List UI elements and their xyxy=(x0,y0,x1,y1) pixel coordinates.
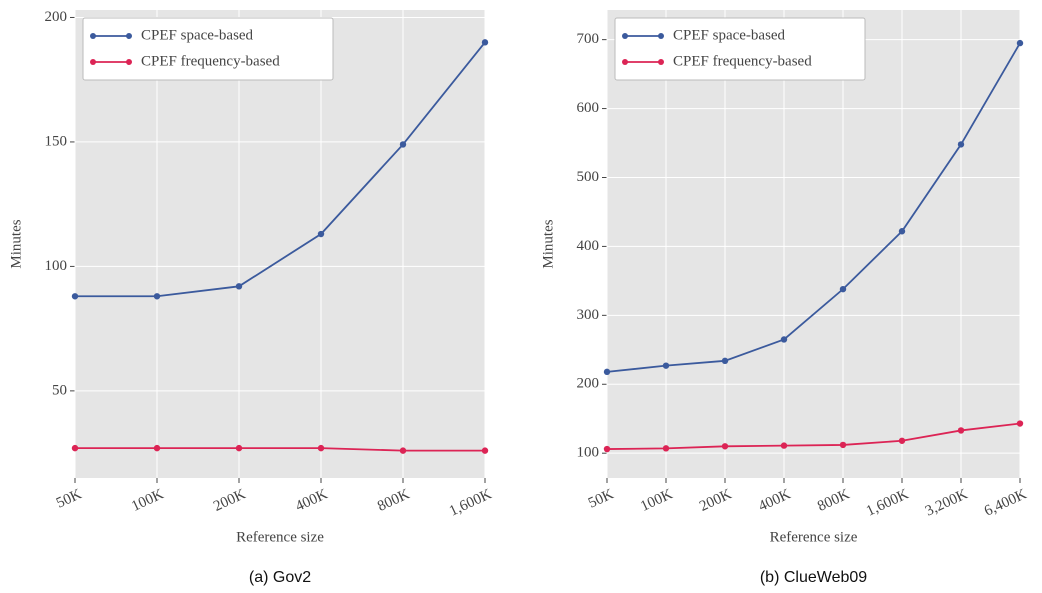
point xyxy=(1016,39,1024,47)
legend-box xyxy=(614,17,866,81)
x-tick-label: 400K xyxy=(756,486,793,515)
y-tick-label: 300 xyxy=(577,307,600,323)
point xyxy=(399,141,407,148)
plot-area xyxy=(607,10,1020,478)
x-tick-label: 50K xyxy=(54,486,84,511)
legend-marker xyxy=(658,33,664,39)
legend-marker xyxy=(126,33,132,39)
point xyxy=(481,447,489,454)
x-tick-label: 1,600K xyxy=(447,486,494,519)
legend-label: CPEF frequency-based xyxy=(673,53,812,69)
point xyxy=(1016,420,1024,427)
caption: (a) Gov2 xyxy=(249,569,311,586)
point xyxy=(235,444,243,452)
legend-marker xyxy=(90,33,96,39)
point xyxy=(839,285,847,293)
x-tick-label: 200K xyxy=(697,486,734,515)
point xyxy=(603,368,611,376)
x-tick-label: 6,400K xyxy=(982,486,1029,519)
y-tick-label: 500 xyxy=(577,169,600,185)
y-tick-label: 200 xyxy=(45,9,68,25)
caption: (b) ClueWeb09 xyxy=(760,569,867,586)
y-axis-label: Minutes xyxy=(8,219,24,268)
point xyxy=(481,39,489,46)
point xyxy=(839,441,847,449)
x-tick-label: 3,200K xyxy=(923,486,970,519)
point xyxy=(957,427,965,434)
x-tick-label: 100K xyxy=(129,486,166,515)
x-tick-label: 1,600K xyxy=(864,486,911,519)
y-tick-label: 150 xyxy=(45,133,68,149)
point xyxy=(153,293,161,300)
x-tick-label: 800K xyxy=(815,486,852,515)
y-tick-label: 600 xyxy=(577,100,600,116)
legend-marker xyxy=(658,59,664,65)
point xyxy=(235,283,243,290)
point xyxy=(957,141,965,148)
point xyxy=(662,362,670,369)
series-line xyxy=(75,41,486,298)
legend-label: CPEF frequency-based xyxy=(141,53,280,69)
y-tick-label: 400 xyxy=(577,238,600,254)
y-tick-label: 100 xyxy=(577,445,600,461)
y-axis-label: Minutes xyxy=(540,219,556,268)
point xyxy=(153,444,161,452)
y-tick-label: 100 xyxy=(45,258,68,274)
point xyxy=(721,443,729,450)
legend-label: CPEF space-based xyxy=(141,27,254,43)
legend-marker xyxy=(90,59,96,65)
point xyxy=(898,228,906,235)
point xyxy=(71,444,79,452)
point xyxy=(662,445,670,452)
legend-marker xyxy=(126,59,132,65)
x-axis-label: Reference size xyxy=(770,529,858,545)
plot-area xyxy=(75,10,485,478)
y-tick-label: 200 xyxy=(577,376,600,392)
legend-box xyxy=(82,17,334,81)
point xyxy=(71,293,79,300)
series-line xyxy=(606,42,1021,373)
legend-marker xyxy=(622,59,628,65)
x-tick-label: 50K xyxy=(586,486,616,511)
point xyxy=(317,444,325,452)
series-line xyxy=(75,447,485,452)
y-tick-label: 700 xyxy=(577,31,600,47)
series-line xyxy=(606,422,1021,450)
x-tick-label: 400K xyxy=(293,486,330,515)
x-axis-label: Reference size xyxy=(236,529,324,545)
legend-label: CPEF space-based xyxy=(673,27,786,43)
point xyxy=(898,437,906,444)
x-tick-label: 100K xyxy=(638,486,675,515)
point xyxy=(399,447,407,454)
point xyxy=(603,445,611,453)
point xyxy=(780,442,788,449)
y-tick-label: 50 xyxy=(52,382,67,398)
point xyxy=(317,230,325,238)
point xyxy=(721,357,729,365)
point xyxy=(780,336,788,343)
legend-marker xyxy=(622,33,628,39)
x-tick-label: 800K xyxy=(375,486,412,515)
x-tick-label: 200K xyxy=(211,486,248,515)
